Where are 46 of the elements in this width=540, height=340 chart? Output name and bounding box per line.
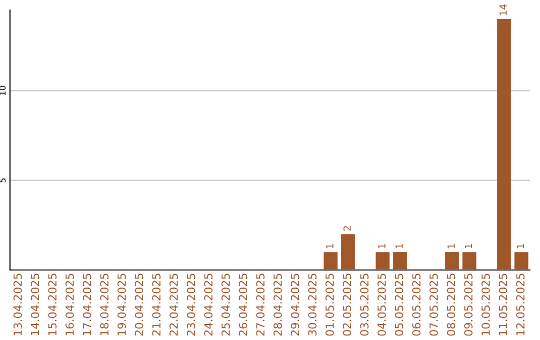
bar <box>445 252 459 270</box>
bar <box>462 252 476 270</box>
x-tick-label: 26.04.2025 <box>238 274 248 336</box>
x-tick-label: 17.04.2025 <box>82 274 92 336</box>
x-tick-label: 12.05.2025 <box>516 274 525 336</box>
bar <box>514 252 528 270</box>
x-tick-label: 16.04.2025 <box>65 274 74 336</box>
x-tick-label: 05.05.2025 <box>394 274 404 336</box>
bar <box>324 252 338 270</box>
x-tick-label: 13.04.2025 <box>13 274 22 336</box>
x-tick-label: 24.04.2025 <box>204 274 213 336</box>
data-label: 1 <box>464 244 472 248</box>
x-tick-label: 19.04.2025 <box>117 274 126 336</box>
bar <box>376 252 390 270</box>
x-tick-label: 03.05.2025 <box>360 274 369 336</box>
x-tick-label: 22.04.2025 <box>169 274 178 336</box>
x-tick-label: 29.04.2025 <box>290 274 300 336</box>
data-label: 14 <box>500 4 507 16</box>
data-label: 1 <box>448 244 455 248</box>
data-label: 2 <box>343 226 351 231</box>
x-tick-label: 23.04.2025 <box>186 274 196 336</box>
x-tick-label: 06.05.2025 <box>412 274 421 336</box>
x-tick-label: 18.04.2025 <box>100 274 109 336</box>
data-label: 1 <box>378 244 386 248</box>
x-tick-label: 09.05.2025 <box>464 274 473 336</box>
x-tick-label: 21.04.2025 <box>152 274 161 336</box>
x-tick-label: 04.05.2025 <box>377 274 386 336</box>
x-tick-label: 27.04.2025 <box>256 274 265 336</box>
x-tick-label: 11.05.2025 <box>498 274 508 336</box>
x-tick-label: 08.05.2025 <box>446 274 456 336</box>
x-tick-label: 10.05.2025 <box>481 274 490 336</box>
bar <box>393 252 407 270</box>
x-tick-label: 20.04.2025 <box>134 274 144 336</box>
x-tick-label: 25.04.2025 <box>221 274 230 336</box>
data-label: 1 <box>396 244 403 248</box>
x-tick-label: 01.05.2025 <box>325 274 334 336</box>
x-tick-label: 14.04.2025 <box>30 274 40 336</box>
bar <box>497 18 511 270</box>
data-label: 1 <box>516 244 524 248</box>
x-tick-label: 15.04.2025 <box>48 274 57 336</box>
bar <box>341 234 355 270</box>
data-label: 1 <box>326 244 334 248</box>
x-tick-label: 02.05.2025 <box>342 274 352 336</box>
x-tick-label: 28.04.2025 <box>273 274 282 336</box>
x-tick-label: 30.04.2025 <box>308 274 317 336</box>
x-tick-label: 07.05.2025 <box>429 274 438 336</box>
